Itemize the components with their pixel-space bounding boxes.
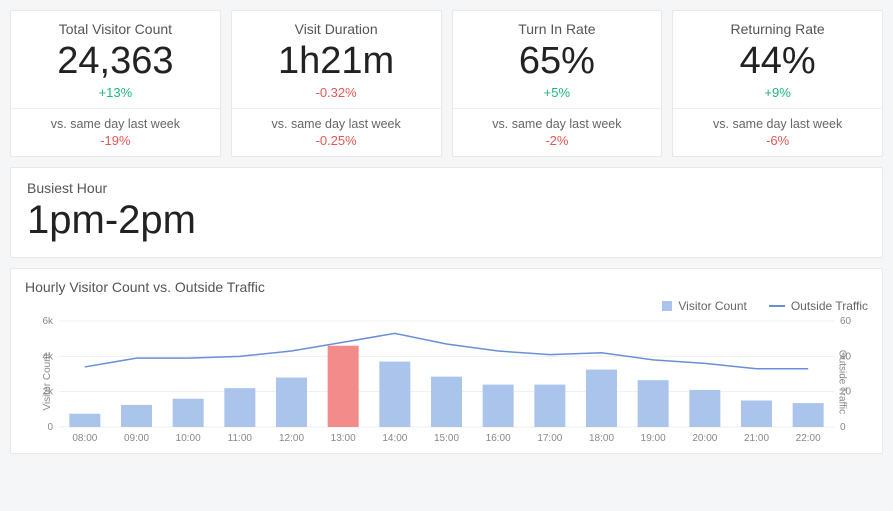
svg-text:15:00: 15:00 xyxy=(434,433,459,444)
svg-text:20:00: 20:00 xyxy=(692,433,717,444)
kpi-delta-primary: +13% xyxy=(19,85,212,100)
svg-text:17:00: 17:00 xyxy=(537,433,562,444)
kpi-card-turn-in-rate: Turn In Rate 65% +5% vs. same day last w… xyxy=(452,10,663,157)
kpi-card-returning-rate: Returning Rate 44% +9% vs. same day last… xyxy=(672,10,883,157)
kpi-delta-secondary: -6% xyxy=(681,133,874,148)
divider xyxy=(11,108,220,109)
busiest-hour-card: Busiest Hour 1pm-2pm xyxy=(10,167,883,258)
svg-text:10:00: 10:00 xyxy=(176,433,201,444)
line-swatch-icon xyxy=(769,305,785,307)
divider xyxy=(673,108,882,109)
kpi-title: Total Visitor Count xyxy=(19,21,212,37)
kpi-title: Returning Rate xyxy=(681,21,874,37)
busiest-hour-title: Busiest Hour xyxy=(27,180,866,196)
kpi-compare-label: vs. same day last week xyxy=(461,117,654,131)
svg-text:08:00: 08:00 xyxy=(72,433,97,444)
kpi-row: Total Visitor Count 24,363 +13% vs. same… xyxy=(10,10,883,157)
kpi-card-total-visitor-count: Total Visitor Count 24,363 +13% vs. same… xyxy=(10,10,221,157)
svg-text:22:00: 22:00 xyxy=(796,433,821,444)
svg-text:16:00: 16:00 xyxy=(486,433,511,444)
busiest-hour-value: 1pm-2pm xyxy=(27,198,866,243)
svg-text:60: 60 xyxy=(840,317,852,327)
svg-text:19:00: 19:00 xyxy=(641,433,666,444)
kpi-value: 65% xyxy=(461,41,654,83)
svg-text:21:00: 21:00 xyxy=(744,433,769,444)
y-right-axis-label: Outside Traffic xyxy=(836,350,847,414)
kpi-delta-secondary: -19% xyxy=(19,133,212,148)
kpi-delta-primary: +5% xyxy=(461,85,654,100)
kpi-title: Turn In Rate xyxy=(461,21,654,37)
kpi-card-visit-duration: Visit Duration 1h21m -0.32% vs. same day… xyxy=(231,10,442,157)
kpi-compare-label: vs. same day last week xyxy=(681,117,874,131)
legend-item-visitor-count: Visitor Count xyxy=(662,299,746,313)
chart-svg: 02k4k6k020406008:0009:0010:0011:0012:001… xyxy=(25,317,868,447)
legend-label: Outside Traffic xyxy=(791,299,868,313)
svg-text:18:00: 18:00 xyxy=(589,433,614,444)
bar-swatch-icon xyxy=(662,301,672,311)
kpi-compare-label: vs. same day last week xyxy=(19,117,212,131)
svg-text:13:00: 13:00 xyxy=(331,433,356,444)
kpi-delta-primary: -0.32% xyxy=(240,85,433,100)
svg-text:12:00: 12:00 xyxy=(279,433,304,444)
kpi-value: 1h21m xyxy=(240,41,433,83)
legend-label: Visitor Count xyxy=(678,299,746,313)
hourly-chart-card: Hourly Visitor Count vs. Outside Traffic… xyxy=(10,268,883,454)
y-left-axis-label: Visitor Count xyxy=(42,353,53,410)
kpi-delta-secondary: -2% xyxy=(461,133,654,148)
kpi-delta-primary: +9% xyxy=(681,85,874,100)
kpi-compare-label: vs. same day last week xyxy=(240,117,433,131)
kpi-value: 24,363 xyxy=(19,41,212,83)
kpi-value: 44% xyxy=(681,41,874,83)
divider xyxy=(232,108,441,109)
chart-title: Hourly Visitor Count vs. Outside Traffic xyxy=(25,279,868,295)
svg-text:0: 0 xyxy=(840,422,846,433)
divider xyxy=(453,108,662,109)
kpi-delta-secondary: -0.25% xyxy=(240,133,433,148)
svg-text:09:00: 09:00 xyxy=(124,433,149,444)
legend-item-outside-traffic: Outside Traffic xyxy=(769,299,868,313)
kpi-title: Visit Duration xyxy=(240,21,433,37)
chart-plot-area: Visitor Count Outside Traffic 02k4k6k020… xyxy=(25,317,868,447)
svg-text:0: 0 xyxy=(47,422,53,433)
svg-text:14:00: 14:00 xyxy=(382,433,407,444)
svg-text:11:00: 11:00 xyxy=(228,433,253,444)
chart-legend: Visitor Count Outside Traffic xyxy=(25,299,868,313)
svg-text:6k: 6k xyxy=(42,317,54,327)
